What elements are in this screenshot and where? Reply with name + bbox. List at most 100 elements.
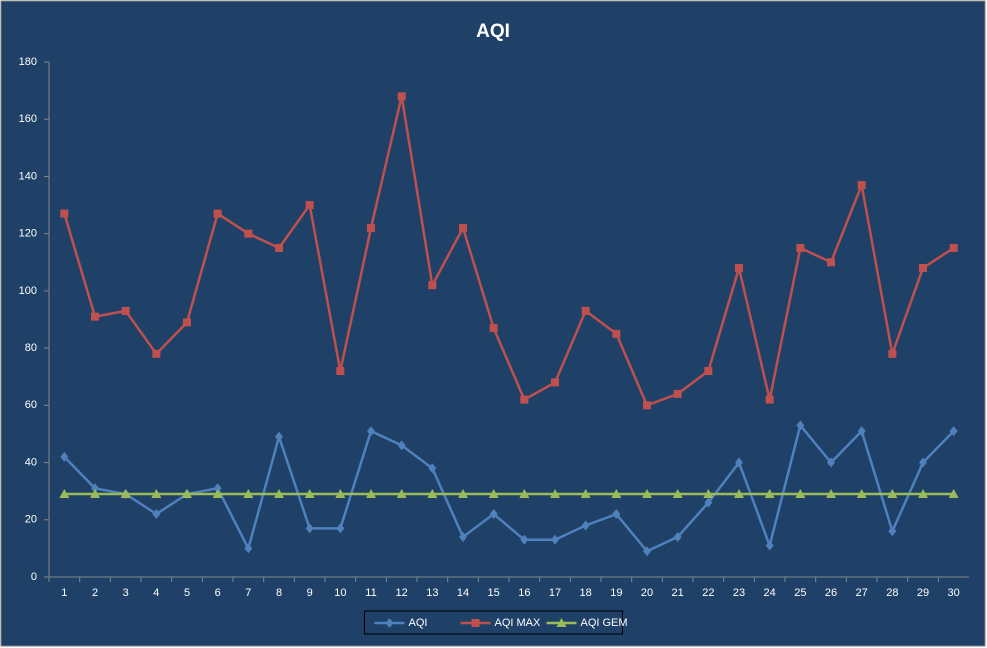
marker — [672, 489, 683, 499]
y-tick-label: 40 — [25, 456, 37, 468]
marker — [489, 324, 498, 333]
marker — [336, 523, 345, 534]
marker — [949, 243, 958, 252]
x-tick-label: 21 — [672, 587, 684, 599]
legend-box — [364, 610, 623, 635]
x-tick-label: 23 — [733, 587, 745, 599]
marker — [305, 201, 314, 210]
x-tick-label: 30 — [948, 587, 960, 599]
marker — [336, 367, 345, 375]
marker — [428, 463, 437, 474]
marker — [919, 457, 927, 468]
marker — [59, 489, 70, 499]
x-tick-label: 22 — [702, 587, 714, 599]
x-tick-label: 19 — [610, 587, 622, 599]
marker — [796, 420, 805, 431]
marker — [827, 258, 835, 267]
marker — [428, 281, 437, 290]
legend-label: AQI MAX — [495, 617, 542, 629]
marker — [735, 457, 743, 468]
x-tick-label: 9 — [307, 587, 313, 599]
marker — [304, 489, 315, 499]
x-tick-label: 28 — [886, 587, 898, 599]
marker — [919, 264, 927, 272]
x-tick-label: 6 — [215, 587, 221, 599]
marker — [673, 531, 682, 542]
marker — [91, 483, 99, 494]
marker — [305, 523, 314, 534]
marker — [520, 534, 529, 545]
marker — [704, 497, 713, 508]
marker — [612, 329, 621, 338]
x-tick-label: 24 — [764, 587, 776, 599]
x-tick-label: 7 — [245, 587, 251, 599]
marker — [643, 546, 651, 557]
marker — [764, 489, 775, 499]
marker — [182, 489, 192, 499]
marker — [243, 489, 254, 499]
marker — [120, 489, 131, 499]
x-tick-label: 26 — [825, 587, 837, 599]
marker — [551, 378, 559, 387]
marker — [856, 489, 867, 499]
marker — [396, 489, 407, 499]
marker — [90, 489, 100, 499]
marker — [459, 223, 467, 232]
marker — [213, 483, 222, 494]
line — [63, 96, 955, 407]
x-tick-label: 3 — [123, 587, 129, 599]
marker — [366, 489, 376, 499]
marker — [611, 489, 622, 499]
marker — [735, 264, 743, 272]
marker — [857, 181, 866, 190]
marker — [642, 489, 652, 499]
x-tick-label: 11 — [365, 587, 376, 599]
marker — [367, 223, 375, 232]
x-tick-label: 10 — [334, 587, 346, 599]
x-tick-label: 4 — [153, 587, 159, 599]
x-tick-label: 17 — [549, 587, 561, 599]
marker — [367, 426, 375, 437]
marker — [244, 229, 253, 238]
marker — [765, 540, 774, 551]
marker — [152, 349, 161, 358]
x-tick-label: 1 — [61, 587, 67, 599]
marker — [580, 489, 591, 499]
marker — [827, 457, 835, 468]
marker — [556, 618, 567, 627]
marker — [795, 489, 806, 499]
x-tick-label: 29 — [917, 587, 929, 599]
x-tick-label: 27 — [856, 587, 868, 599]
marker — [765, 395, 774, 404]
marker — [888, 349, 897, 358]
marker — [183, 318, 191, 327]
marker — [335, 489, 346, 499]
marker — [121, 306, 130, 315]
marker — [887, 489, 898, 499]
marker — [385, 618, 394, 628]
marker — [550, 489, 560, 499]
marker — [826, 489, 836, 499]
x-tick-label: 12 — [396, 587, 408, 599]
marker — [918, 489, 928, 499]
x-tick-label: 14 — [457, 587, 469, 599]
marker — [397, 92, 406, 101]
marker — [949, 426, 958, 437]
x-tick-label: 20 — [641, 587, 653, 599]
marker — [948, 489, 959, 499]
y-tick-label: 60 — [25, 399, 37, 411]
marker — [60, 451, 69, 462]
marker — [60, 209, 69, 218]
marker — [427, 489, 438, 499]
marker — [734, 489, 744, 499]
marker — [489, 509, 498, 520]
legend-label: AQI GEM — [581, 617, 628, 629]
y-tick-label: 80 — [25, 342, 37, 354]
marker — [459, 531, 467, 542]
marker — [796, 243, 805, 252]
marker — [397, 440, 406, 451]
y-tick-label: 180 — [19, 56, 37, 68]
marker — [91, 312, 99, 321]
marker — [244, 543, 253, 554]
x-tick-label: 18 — [580, 587, 592, 599]
